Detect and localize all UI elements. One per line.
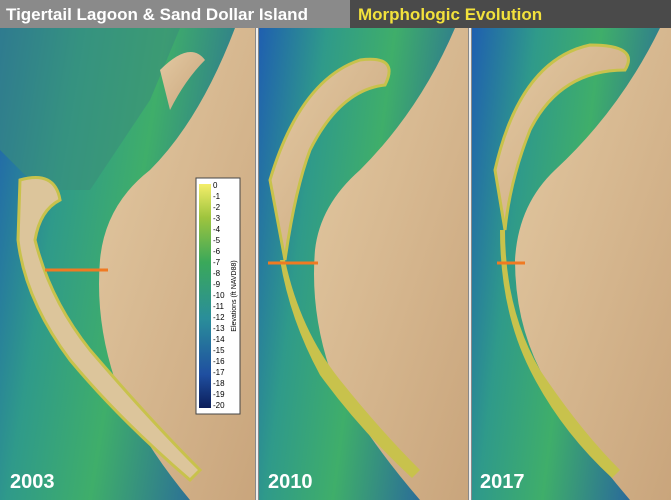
legend-tick: -1 xyxy=(213,192,221,201)
years: 2003 2010 2017 xyxy=(10,471,525,493)
legend-tick: -3 xyxy=(213,214,221,223)
legend-tick: -5 xyxy=(213,236,221,245)
legend-tick: -6 xyxy=(213,247,221,256)
legend-tick: -11 xyxy=(213,302,225,311)
subtitle: Morphologic Evolution xyxy=(358,5,542,24)
legend-label: Elevations (ft NAVD88) xyxy=(231,260,238,331)
legend: 0 -1 -2 -3 -4 -5 -6 -7 -8 -9 -10 -11 -12 -13 -14 -15 -16… xyxy=(213,181,238,410)
legend-tick: -10 xyxy=(213,291,225,300)
legend-tick: -20 xyxy=(213,401,225,410)
legend-tick: -14 xyxy=(213,335,225,344)
legend-tick: -4 xyxy=(213,225,221,234)
legend-tick: -18 xyxy=(213,379,225,388)
legend-tick: -12 xyxy=(213,313,225,322)
panel-year: 2003 xyxy=(10,471,55,493)
legend-tick: -19 xyxy=(213,390,225,399)
legend-tick: -9 xyxy=(213,280,221,289)
legend-tick: -2 xyxy=(213,203,221,212)
legend-tick: -15 xyxy=(213,346,225,355)
legend-tick: -7 xyxy=(213,258,221,267)
panel xyxy=(0,28,255,500)
panel xyxy=(259,28,468,500)
legend-tick: -13 xyxy=(213,324,225,333)
subtitle-bar xyxy=(350,0,671,28)
legend-tick: -8 xyxy=(213,269,221,278)
legend-tick: 0 xyxy=(213,181,218,190)
panel xyxy=(472,28,671,500)
title: Tigertail Lagoon & Sand Dollar Island xyxy=(6,5,308,24)
legend-tick: -16 xyxy=(213,357,225,366)
panel-year: 2017 xyxy=(480,471,525,493)
panel-year: 2010 xyxy=(268,471,313,493)
colorbar xyxy=(199,184,211,408)
legend-tick: -17 xyxy=(213,368,225,377)
title-bar xyxy=(0,0,350,28)
